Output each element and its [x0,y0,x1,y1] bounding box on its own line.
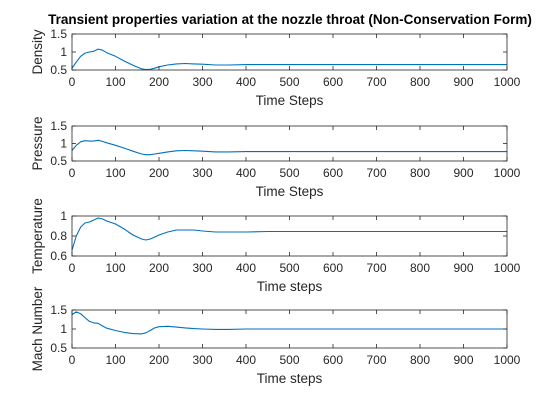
mach-number-x-tick-label: 200 [149,353,169,367]
pressure-y-tick-label: 0.5 [50,154,67,168]
density-x-tick-label: 200 [149,75,169,89]
temperature-x-tick-label: 1000 [494,261,521,275]
mach-number-x-tick-label: 800 [410,353,430,367]
temperature-series-line [71,217,507,251]
pressure-x-tick-label: 600 [323,166,343,180]
temperature-x-tick-label: 500 [279,261,299,275]
mach-number-series-line [71,311,507,335]
density-y-tick-label: 1.5 [50,27,67,41]
pressure-x-tick-label: 900 [453,166,473,180]
mach-number-x-tick-label: 0 [69,353,76,367]
temperature-x-tick-label: 200 [149,261,169,275]
temperature-axes-box [71,215,508,257]
pressure-x-tick-label: 500 [279,166,299,180]
pressure-x-tick-label: 1000 [494,166,521,180]
mach-number-subplot: 0 100 200 300 400 500 600 700 800 900 1000 0.5 1 1.5 T… [30,286,521,386]
density-x-tick-label: 100 [105,75,125,89]
pressure-subplot: 0 100 200 300 400 500 600 700 800 900 1000 0.5 1 1.5 T… [30,116,521,199]
mach-number-x-tick-label: 100 [105,353,125,367]
mach-number-x-tick-label: 400 [236,353,256,367]
mach-number-y-axis-label: Mach Number [30,286,45,371]
density-x-tick-label: 500 [279,75,299,89]
subplots: 0 100 200 300 400 500 600 700 800 900 10000.511.5T… [30,27,521,386]
pressure-y-tick-label: 1.5 [50,119,67,133]
density-x-tick-label: 300 [192,75,212,89]
mach-number-y-tick-label: 1.5 [50,303,67,317]
pressure-x-axis-label: Time Steps [256,184,324,199]
mach-number-y-tick-label: 0.5 [50,341,67,355]
temperature-subplot: 0 100 200 300 400 500 600 700 800 900 1000 0.6 0.8 1 T… [30,198,521,294]
density-x-tick-label: 600 [323,75,343,89]
pressure-x-tick-label: 400 [236,166,256,180]
density-series-line [71,48,507,71]
figure-title: Transient properties variation at the no… [48,12,532,27]
density-x-tick-label: 800 [410,75,430,89]
temperature-x-tick-label: 600 [323,261,343,275]
density-y-axis-label: Density [30,29,45,74]
pressure-y-tick-label: 1 [60,137,67,151]
density-subplot: 0 100 200 300 400 500 600 700 800 900 1000 0.5 1 1.5 T… [30,27,521,108]
temperature-x-tick-label: 900 [453,261,473,275]
temperature-x-tick-label: 300 [192,261,212,275]
temperature-x-tick-label: 800 [410,261,430,275]
mach-number-y-tick-label: 1 [60,322,67,336]
temperature-x-tick-label: 0 [69,261,76,275]
mach-number-x-tick-label: 600 [323,353,343,367]
density-x-tick-label: 900 [453,75,473,89]
temperature-x-tick-label: 400 [236,261,256,275]
density-x-tick-label: 1000 [494,75,521,89]
temperature-x-tick-label: 700 [366,261,386,275]
mach-number-x-axis-label: Time steps [257,371,323,386]
temperature-y-tick-label: 0.8 [50,229,67,243]
mach-number-x-tick-label: 1000 [494,353,521,367]
temperature-y-tick-label: 0.6 [50,249,67,263]
mach-number-x-tick-label: 500 [279,353,299,367]
temperature-x-tick-label: 100 [105,261,125,275]
mach-number-x-tick-label: 300 [192,353,212,367]
pressure-x-tick-label: 800 [410,166,430,180]
density-x-tick-label: 0 [69,75,76,89]
temperature-x-axis-label: Time steps [257,279,323,294]
mach-number-x-tick-label: 900 [453,353,473,367]
pressure-series-line [71,139,507,156]
pressure-x-tick-label: 0 [69,166,76,180]
pressure-x-tick-label: 700 [366,166,386,180]
mach-number-x-tick-label: 700 [366,353,386,367]
pressure-x-tick-label: 300 [192,166,212,180]
density-x-axis-label: Time Steps [256,93,324,108]
pressure-y-axis-label: Pressure [30,116,45,170]
pressure-axes-box [71,125,508,162]
pressure-x-tick-label: 100 [105,166,125,180]
density-x-tick-label: 700 [366,75,386,89]
temperature-y-tick-label: 1 [60,209,67,223]
density-x-tick-label: 400 [236,75,256,89]
density-y-tick-label: 0.5 [50,63,67,77]
temperature-y-axis-label: Temperature [30,198,45,274]
density-y-tick-label: 1 [60,45,67,59]
pressure-x-tick-label: 200 [149,166,169,180]
